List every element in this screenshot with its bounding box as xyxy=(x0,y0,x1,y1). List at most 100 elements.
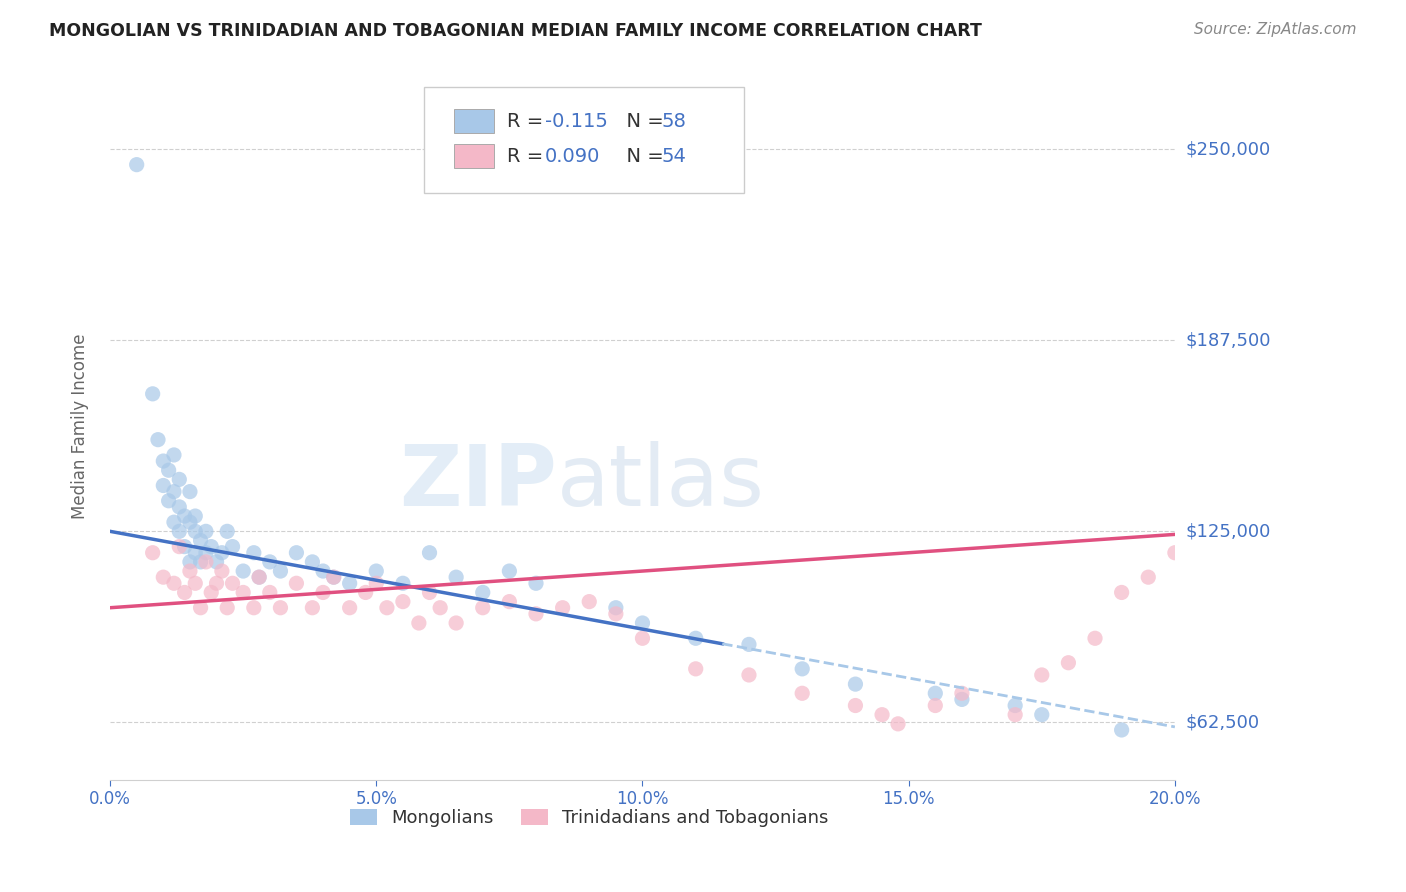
Point xyxy=(1111,723,1133,737)
Point xyxy=(301,600,323,615)
Point xyxy=(142,387,165,401)
Point xyxy=(418,546,440,560)
Point xyxy=(173,585,195,599)
Point xyxy=(685,632,707,646)
Point xyxy=(163,448,186,462)
Point xyxy=(551,600,574,615)
Point xyxy=(1111,585,1133,599)
Point xyxy=(163,515,186,529)
Point xyxy=(322,570,344,584)
Point xyxy=(631,632,654,646)
Point xyxy=(312,564,335,578)
Point xyxy=(217,600,239,615)
Point xyxy=(605,600,627,615)
Point xyxy=(211,546,233,560)
Point xyxy=(173,540,195,554)
FancyBboxPatch shape xyxy=(454,109,495,133)
Text: R =: R = xyxy=(508,112,550,130)
Point xyxy=(211,564,233,578)
Point xyxy=(169,500,191,514)
Text: $62,500: $62,500 xyxy=(1187,714,1260,731)
Point xyxy=(247,570,270,584)
Point xyxy=(125,158,148,172)
Point xyxy=(232,564,254,578)
Point xyxy=(152,570,174,584)
Point xyxy=(339,576,361,591)
Point xyxy=(429,600,451,615)
Text: N =: N = xyxy=(614,147,669,166)
Point xyxy=(312,585,335,599)
Point xyxy=(1031,668,1053,682)
Point xyxy=(285,546,308,560)
Point xyxy=(392,594,415,608)
Point xyxy=(243,600,266,615)
Point xyxy=(870,707,893,722)
Point xyxy=(194,546,217,560)
Text: atlas: atlas xyxy=(557,442,765,524)
Point xyxy=(157,463,180,477)
Point xyxy=(1004,698,1026,713)
Point xyxy=(179,515,201,529)
Point xyxy=(844,677,866,691)
Point xyxy=(498,564,520,578)
Point xyxy=(179,555,201,569)
Point xyxy=(232,585,254,599)
Legend: Mongolians, Trinidadians and Tobagonians: Mongolians, Trinidadians and Tobagonians xyxy=(343,802,837,834)
Point xyxy=(194,524,217,539)
Point xyxy=(221,576,243,591)
Point xyxy=(738,637,761,651)
Point xyxy=(1057,656,1080,670)
Point xyxy=(184,546,207,560)
Point xyxy=(247,570,270,584)
Point xyxy=(1004,707,1026,722)
Text: MONGOLIAN VS TRINIDADIAN AND TOBAGONIAN MEDIAN FAMILY INCOME CORRELATION CHART: MONGOLIAN VS TRINIDADIAN AND TOBAGONIAN … xyxy=(49,22,981,40)
Point xyxy=(301,555,323,569)
Point xyxy=(179,484,201,499)
Point xyxy=(685,662,707,676)
Point xyxy=(200,585,222,599)
Point xyxy=(444,570,467,584)
Point xyxy=(924,698,946,713)
Point xyxy=(157,493,180,508)
Point xyxy=(179,564,201,578)
Point xyxy=(418,585,440,599)
Point xyxy=(339,600,361,615)
Text: R =: R = xyxy=(508,147,550,166)
Point xyxy=(221,540,243,554)
Point xyxy=(243,546,266,560)
Y-axis label: Median Family Income: Median Family Income xyxy=(72,334,89,519)
Point xyxy=(184,524,207,539)
Point xyxy=(1084,632,1107,646)
Point xyxy=(190,600,212,615)
Point xyxy=(184,509,207,524)
Point xyxy=(200,540,222,554)
FancyBboxPatch shape xyxy=(425,87,744,193)
Point xyxy=(471,600,494,615)
Point xyxy=(269,600,291,615)
Text: $125,000: $125,000 xyxy=(1187,523,1271,541)
Point xyxy=(205,555,228,569)
Point xyxy=(169,524,191,539)
Point xyxy=(887,716,910,731)
Text: N =: N = xyxy=(614,112,669,130)
Point xyxy=(152,478,174,492)
Point xyxy=(173,509,195,524)
Point xyxy=(1031,707,1053,722)
Point xyxy=(217,524,239,539)
Point xyxy=(259,555,281,569)
Point xyxy=(142,546,165,560)
Point xyxy=(444,615,467,630)
Point xyxy=(285,576,308,591)
Point xyxy=(924,686,946,700)
Point xyxy=(1137,570,1160,584)
Point xyxy=(498,594,520,608)
Point xyxy=(190,555,212,569)
Point xyxy=(578,594,600,608)
Point xyxy=(792,662,814,676)
Point xyxy=(605,607,627,621)
Point xyxy=(375,600,398,615)
Text: 54: 54 xyxy=(662,147,686,166)
Point xyxy=(169,472,191,486)
Point xyxy=(408,615,430,630)
Point xyxy=(950,692,973,706)
